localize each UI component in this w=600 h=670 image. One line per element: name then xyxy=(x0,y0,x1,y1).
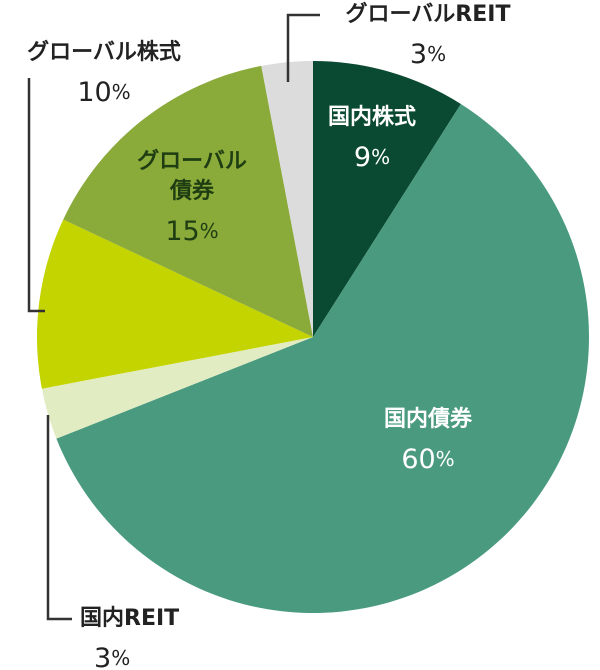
pie-slice-global-bond xyxy=(63,65,314,337)
slice-value-text: 9% xyxy=(354,142,390,173)
pie-slice-global-reit xyxy=(261,61,313,337)
slice-name-text: グローバル株式 xyxy=(27,39,181,65)
slice-value-text: 15% xyxy=(165,216,218,247)
slice-label-domestic-equity: 国内株式 9% xyxy=(328,105,416,173)
slice-value-text: 60% xyxy=(401,444,454,475)
slice-value-text: 10% xyxy=(77,77,130,108)
leader-line-global-equity xyxy=(27,78,45,313)
slice-name-text: グローバルREIT xyxy=(346,1,511,27)
pie-slice-domestic-reit xyxy=(41,337,313,439)
slice-value-text: 3% xyxy=(94,643,130,670)
slice-value-text: 3% xyxy=(410,39,446,70)
pie-slice-domestic-bond xyxy=(56,103,589,614)
slice-name-text: 債券 xyxy=(169,178,215,204)
pie-slice-global-equity xyxy=(37,219,313,389)
slice-label-domestic-bond: 国内債券 60% xyxy=(384,406,473,475)
pie-slice-domestic-equity xyxy=(313,61,461,337)
leader-line-domestic-reit xyxy=(46,415,72,621)
slice-name-text: 国内債券 xyxy=(384,406,473,432)
slice-label-global-reit: グローバルREIT 3% xyxy=(346,1,511,70)
slice-label-global-equity: グローバル株式 10% xyxy=(27,39,181,108)
slice-name-text: グローバル xyxy=(137,148,247,174)
slice-label-domestic-reit: 国内REIT 3% xyxy=(80,606,179,670)
leader-line-global-reit xyxy=(286,13,320,82)
slice-name-text: 国内REIT xyxy=(80,606,179,631)
slice-name-text: 国内株式 xyxy=(328,105,416,130)
